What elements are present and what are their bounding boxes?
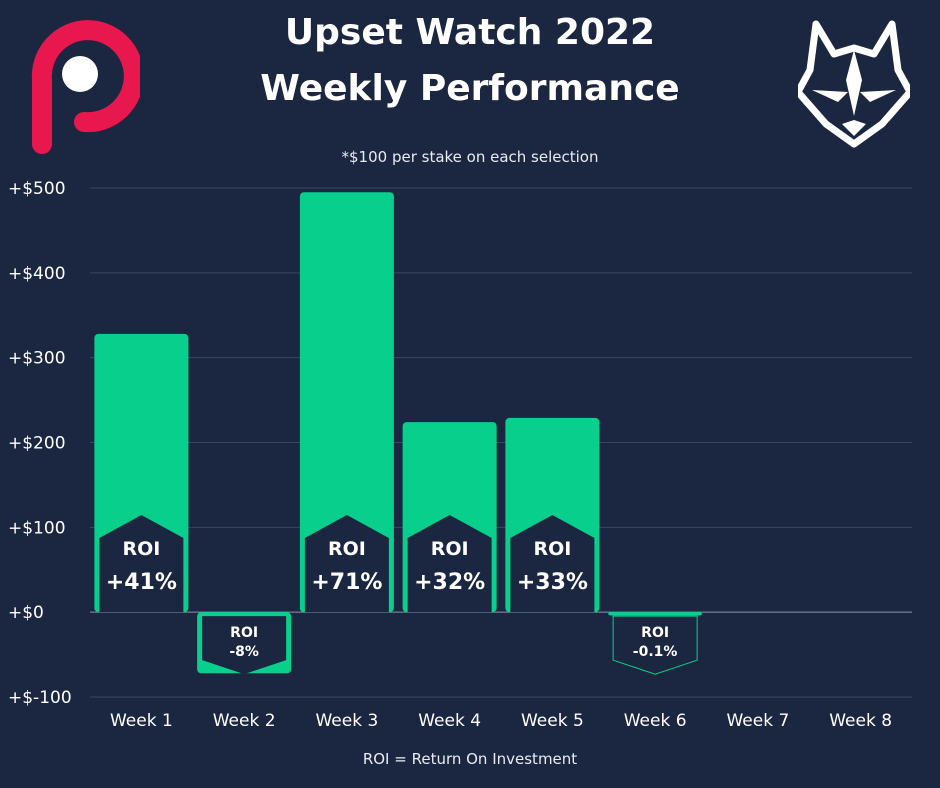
x-tick-label: Week 4: [418, 711, 481, 731]
roi-badge: [612, 615, 698, 675]
wolf-head-logo-icon: [798, 20, 910, 148]
roi-label: ROI: [431, 538, 469, 560]
y-tick-label: +$0: [8, 603, 44, 623]
y-tick-label: +$100: [8, 518, 66, 538]
chart-title-line1: Upset Watch 2022: [284, 12, 656, 53]
bar: [608, 612, 703, 616]
x-tick-label: Week 8: [829, 711, 892, 731]
roi-badge: [510, 515, 595, 613]
y-tick-label: +$500: [8, 179, 66, 199]
chart-footnote: ROI = Return On Investment: [362, 750, 578, 768]
roi-badge: [202, 616, 287, 675]
roi-label: ROI: [533, 538, 571, 560]
y-tick-label: +$300: [8, 349, 66, 369]
roi-value: +71%: [311, 570, 382, 595]
x-tick-label: Week 7: [726, 711, 789, 731]
roi-label: ROI: [230, 625, 258, 641]
x-tick-label: Week 1: [110, 711, 173, 731]
roi-value: -0.1%: [633, 644, 678, 660]
roi-badge: [304, 515, 389, 613]
x-tick-label: Week 5: [521, 711, 584, 731]
bar: [299, 192, 394, 613]
y-tick-label: +$200: [8, 434, 66, 454]
roi-label: ROI: [641, 625, 669, 641]
y-tick-label: +$400: [8, 264, 66, 284]
x-tick-label: Week 6: [624, 711, 687, 731]
x-tick-label: Week 3: [315, 711, 378, 731]
chart-title-line2: Weekly Performance: [260, 68, 680, 109]
roi-value: +32%: [414, 570, 485, 595]
roi-label: ROI: [122, 538, 160, 560]
red-p-logo-icon: [31, 20, 140, 154]
roi-value: +41%: [106, 570, 177, 595]
x-tick-label: Week 2: [213, 711, 276, 731]
roi-value: -8%: [229, 644, 259, 660]
roi-badge: [99, 515, 184, 613]
roi-value: +33%: [517, 570, 588, 595]
y-tick-label: +$-100: [8, 688, 72, 708]
roi-badge: [407, 515, 492, 613]
chart-subtitle: *$100 per stake on each selection: [341, 148, 599, 166]
roi-label: ROI: [328, 538, 366, 560]
